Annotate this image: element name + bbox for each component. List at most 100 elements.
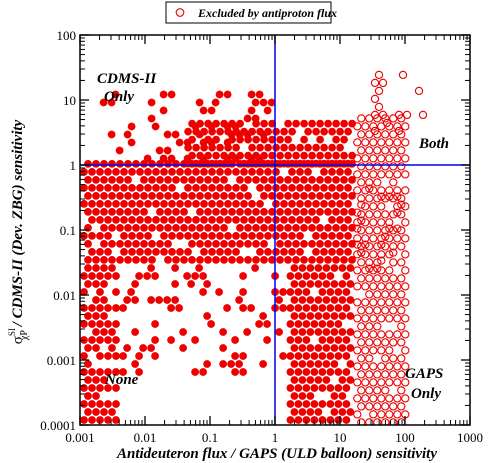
filled-point [243, 130, 252, 139]
filled-point [290, 312, 299, 320]
filled-point [318, 288, 327, 296]
excluded-point [394, 110, 404, 120]
filled-point [208, 247, 216, 256]
filled-point [204, 207, 212, 216]
excluded-point [385, 192, 394, 201]
excluded-point [357, 248, 366, 257]
filled-point [92, 207, 100, 216]
filled-point [272, 127, 280, 136]
filled-point [108, 191, 116, 200]
excluded-point [353, 224, 362, 233]
excluded-point [418, 110, 428, 120]
filled-point [220, 191, 228, 200]
filled-point [336, 167, 344, 176]
excluded-point [369, 186, 378, 195]
filled-point [284, 223, 292, 232]
y-axis-label-rest: / CDMS-II (Dev. ZBG) sensitivity [10, 119, 26, 330]
filled-point [164, 191, 172, 200]
filled-point [316, 119, 324, 128]
excluded-point [373, 338, 382, 347]
filled-point [159, 154, 168, 163]
filled-point [308, 255, 316, 264]
excluded-point [361, 346, 370, 355]
filled-point [300, 239, 308, 248]
filled-point [294, 288, 303, 296]
filled-point [304, 167, 312, 176]
filled-point [248, 199, 256, 208]
filled-point [302, 336, 311, 344]
filled-point [147, 296, 155, 304]
filled-point [332, 239, 340, 248]
excluded-point [385, 170, 394, 179]
filled-point [346, 296, 355, 304]
filled-point [340, 223, 348, 232]
filled-point [267, 98, 276, 107]
y-axis-label-sub: χP [19, 330, 30, 341]
filled-point [310, 384, 319, 392]
filled-point [119, 352, 127, 360]
filled-point [124, 159, 132, 168]
filled-point [344, 215, 352, 224]
excluded-point [373, 210, 382, 219]
filled-point [320, 143, 328, 152]
excluded-point [393, 208, 402, 217]
filled-point [318, 304, 327, 312]
excluded-point [361, 234, 370, 243]
filled-point [120, 231, 128, 240]
region-label-gaps-line1: GAPS [405, 366, 443, 382]
excluded-point [365, 194, 374, 203]
excluded-point [401, 362, 410, 371]
filled-point [131, 328, 139, 336]
excluded-point [389, 178, 398, 187]
filled-point [96, 199, 104, 208]
filled-point [306, 376, 315, 384]
filled-point [96, 215, 104, 224]
filled-point [286, 272, 295, 280]
filled-point [264, 159, 272, 168]
excluded-point [377, 170, 386, 179]
filled-point [255, 154, 264, 163]
x-axis-label: Antideuteron flux / GAPS (ULD balloon) s… [116, 446, 437, 462]
filled-point [224, 231, 232, 240]
excluded-point [369, 330, 378, 339]
filled-point [342, 272, 351, 280]
filled-point [88, 384, 96, 392]
excluded-point [377, 256, 386, 265]
filled-point [107, 98, 116, 107]
filled-point [290, 296, 299, 304]
filled-point [294, 336, 303, 344]
filled-point [342, 304, 351, 312]
filled-point [300, 191, 308, 200]
filled-point [318, 320, 327, 328]
filled-point [276, 207, 284, 216]
filled-point [298, 392, 307, 400]
filled-point [286, 336, 295, 344]
filled-point [228, 191, 236, 200]
filled-point [184, 167, 192, 176]
filled-point [223, 154, 232, 163]
filled-point [272, 167, 280, 176]
filled-point [192, 143, 200, 152]
filled-point [116, 239, 124, 248]
excluded-point [357, 354, 366, 363]
excluded-point [374, 102, 384, 112]
excluded-point [357, 418, 366, 425]
filled-point [252, 255, 260, 264]
filled-point [219, 328, 227, 336]
excluded-point [370, 110, 380, 120]
filled-point [247, 90, 256, 99]
filled-point [100, 312, 108, 320]
excluded-point [377, 240, 386, 249]
excluded-point [385, 298, 394, 307]
filled-point [108, 239, 116, 248]
filled-point [292, 223, 300, 232]
filled-point [159, 90, 168, 99]
filled-point [292, 151, 300, 160]
filled-point [244, 255, 252, 264]
filled-point [306, 264, 315, 272]
filled-point [300, 175, 308, 184]
excluded-point [365, 338, 374, 347]
filled-point [306, 312, 315, 320]
filled-point [100, 239, 108, 248]
filled-point [240, 159, 248, 168]
